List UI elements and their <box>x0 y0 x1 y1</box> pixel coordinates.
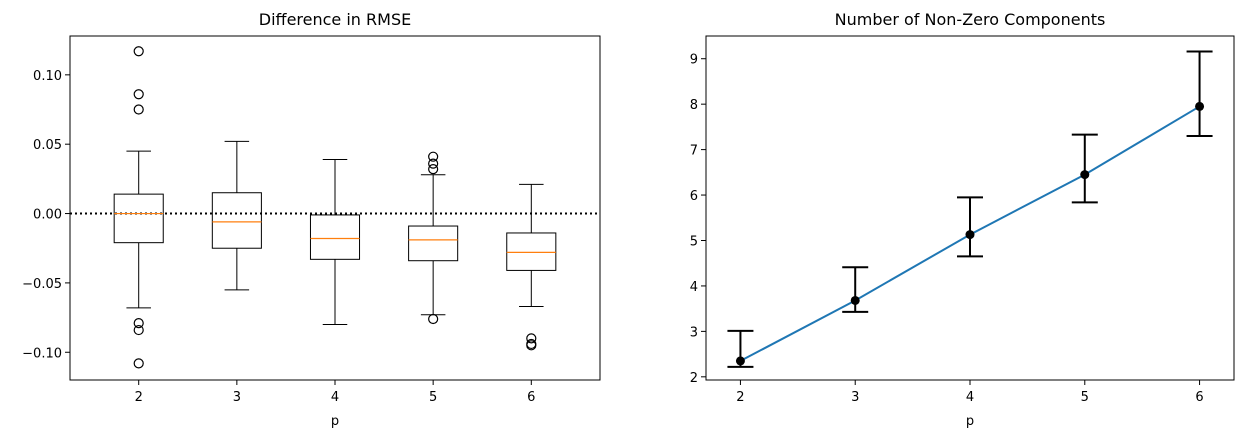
data-point <box>735 356 745 366</box>
outlier-point <box>133 318 144 329</box>
y-tick-label: −0.05 <box>22 277 62 292</box>
outlier-point <box>133 104 144 115</box>
components-line-chart: Number of Non-Zero Components 2 3 4 5 6 7 8 9 2 3… <box>690 10 1235 429</box>
x-tick-label: 3 <box>233 390 241 405</box>
y-tick-label: 0.00 <box>33 208 62 223</box>
x-tick-label: 3 <box>851 390 859 405</box>
x-tick-label: 5 <box>429 390 437 405</box>
x-tick-label: 2 <box>135 390 143 405</box>
y-tick-label: −0.10 <box>22 346 62 361</box>
y-tick-label: 8 <box>690 98 698 113</box>
box <box>309 214 361 260</box>
x-axis-label: p <box>966 414 974 428</box>
y-tick-label: 3 <box>690 325 698 340</box>
outlier-point <box>133 89 144 100</box>
y-tick-label: 6 <box>690 189 698 204</box>
data-point <box>965 230 975 240</box>
outlier-point <box>526 340 537 351</box>
chart-title: Number of Non-Zero Components <box>835 10 1106 29</box>
y-tick-label: 5 <box>690 234 698 249</box>
outlier-point <box>428 313 439 325</box>
box <box>408 225 459 262</box>
y-tick-label: 0.10 <box>33 69 62 84</box>
x-tick-label: 6 <box>1195 390 1203 405</box>
data-point <box>1195 101 1205 111</box>
y-tick-label: 9 <box>690 53 698 68</box>
outlier-point <box>428 151 439 162</box>
y-tick-label: 2 <box>690 371 698 386</box>
outlier-point <box>133 46 144 57</box>
box <box>113 193 164 244</box>
x-tick-label: 5 <box>1081 390 1089 405</box>
outlier-point <box>428 158 439 169</box>
outlier-point <box>428 164 439 175</box>
plot-frame <box>705 35 1235 381</box>
data-point <box>850 295 860 305</box>
plot-area: 2 3 4 5 6 7 8 9 2 3 4 5 6 <box>690 50 1213 405</box>
y-tick-label: 7 <box>690 144 698 159</box>
y-tick-label: 0.05 <box>33 138 62 153</box>
chart-title: Difference in RMSE <box>259 10 411 29</box>
x-tick-label: 2 <box>736 390 744 405</box>
outlier-point <box>133 358 144 369</box>
box <box>211 192 262 249</box>
outlier-point <box>526 333 537 344</box>
x-tick-label: 4 <box>331 390 339 405</box>
plot-frame <box>69 35 601 381</box>
plot-area: 0.10 0.05 0.00 −0.05 −0.10 2 3 4 5 6 <box>22 46 600 405</box>
outlier-point <box>133 324 144 336</box>
y-tick-label: 4 <box>690 280 698 295</box>
x-tick-label: 6 <box>527 390 535 405</box>
rmse-boxplot-chart: Difference in RMSE 0.10 0.05 0.00 −0.05 −0.1… <box>22 10 601 429</box>
data-point <box>1080 170 1090 180</box>
x-tick-label: 4 <box>966 390 974 405</box>
box <box>506 232 557 271</box>
x-axis-label: p <box>331 414 339 428</box>
